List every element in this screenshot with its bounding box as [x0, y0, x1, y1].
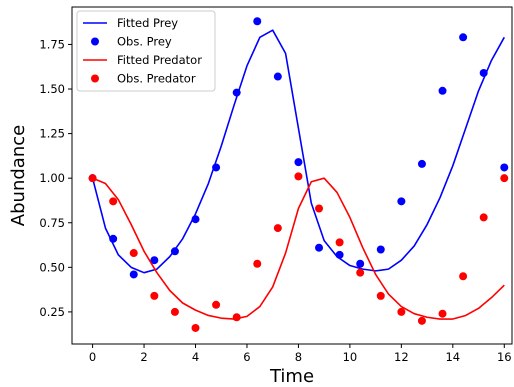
y-tick-label: 0.25 [39, 305, 65, 319]
obs-prey-point [294, 158, 303, 167]
x-tick-label: 8 [295, 350, 302, 364]
obs-predator-point [191, 323, 200, 332]
legend-label-obs-predator: Obs. Predator [117, 72, 196, 86]
plot-marks [88, 17, 509, 332]
obs-prey-point [500, 163, 509, 172]
obs-prey-point [459, 33, 468, 42]
obs-predator-point [417, 316, 426, 325]
obs-prey-point [356, 259, 365, 268]
y-tick-label: 1.00 [39, 171, 65, 185]
obs-predator-point [356, 268, 365, 277]
obs-prey-point [273, 72, 282, 81]
obs-prey-point [129, 270, 138, 279]
legend-swatch-obs-predator [91, 74, 99, 83]
y-tick-label: 1.50 [39, 82, 65, 96]
x-tick-label: 10 [343, 350, 358, 364]
obs-predator-point [170, 307, 179, 316]
obs-predator-point [273, 224, 282, 233]
obs-predator-point [397, 307, 406, 316]
fitted-predator-line [92, 177, 505, 320]
y-tick-label: 1.75 [39, 37, 65, 51]
obs-predator-point [335, 238, 344, 247]
obs-prey-point [479, 68, 488, 77]
obs-prey-point [315, 243, 324, 252]
axes: 0 2 4 6 8 10 12 14 16 0.25 0.50 0.75 1.00 1.25 1.50 1.7… [39, 6, 513, 364]
obs-predator-point [459, 272, 468, 281]
legend-label-obs-prey: Obs. Prey [117, 35, 172, 49]
obs-prey-point [191, 215, 200, 224]
obs-predator-point [232, 313, 241, 322]
obs-predator-point [150, 291, 159, 300]
legend-swatch-obs-prey [91, 37, 99, 46]
x-tick-label: 6 [243, 350, 250, 364]
obs-predator-point [438, 309, 447, 318]
fitted-prey-line [91, 29, 505, 274]
obs-predator-point [129, 249, 138, 258]
obs-prey-point [150, 256, 159, 265]
obs-predator-point [479, 213, 488, 222]
y-tick-label: 1.25 [39, 127, 65, 141]
obs-prey-point [438, 86, 447, 95]
obs-predator-point [500, 174, 509, 183]
obs-prey-point [232, 88, 241, 97]
obs-prey-point [397, 197, 406, 206]
obs-prey-point [109, 234, 118, 243]
obs-predator-point [315, 204, 324, 213]
x-tick-label: 16 [497, 350, 512, 364]
y-tick-label: 0.50 [39, 260, 65, 274]
obs-predator-point [294, 172, 303, 181]
x-tick-label: 2 [140, 350, 147, 364]
legend-label-fitted-predator: Fitted Predator [117, 53, 202, 67]
obs-predator-point [88, 174, 97, 183]
legend-label-fitted-prey: Fitted Prey [117, 16, 178, 30]
x-tick-label: 12 [394, 350, 409, 364]
obs-prey-point [376, 245, 385, 254]
obs-predator-point [212, 300, 221, 309]
x-tick-label: 0 [89, 350, 96, 364]
obs-prey-point [417, 159, 426, 168]
obs-predator-point [253, 259, 262, 268]
obs-predator-point [109, 197, 118, 206]
obs-prey-point [170, 247, 179, 256]
y-tick-label: 0.75 [39, 216, 65, 230]
y-axis-title: Abundance [8, 125, 29, 226]
x-tick-label: 14 [445, 350, 460, 364]
legend: Fitted Prey Obs. Prey Fitted Predator Obs. … [76, 10, 216, 92]
x-axis-title: Time [269, 366, 314, 387]
plot-frame [71, 6, 513, 345]
obs-predator-point [376, 291, 385, 300]
legend-box [76, 10, 216, 92]
obs-prey-point [253, 17, 262, 26]
obs-prey-point [335, 250, 344, 259]
obs-prey-point [212, 163, 221, 172]
x-tick-label: 4 [192, 350, 199, 364]
